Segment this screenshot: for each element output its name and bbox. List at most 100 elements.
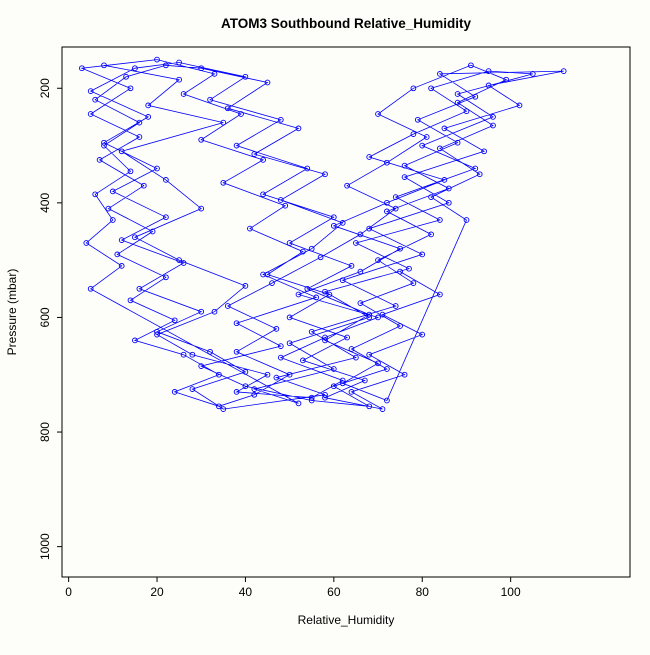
data-point — [454, 139, 461, 146]
y-axis-label: Pressure (mbar) — [5, 269, 19, 356]
data-point — [233, 320, 240, 327]
data-point — [481, 148, 487, 155]
data-point — [207, 96, 213, 103]
data-point — [410, 85, 417, 92]
data-point — [247, 225, 253, 232]
data-point — [163, 177, 169, 183]
data-point — [485, 82, 492, 89]
data-point — [406, 265, 412, 272]
data-point — [260, 157, 266, 163]
data-point — [401, 371, 408, 378]
data-point — [490, 122, 496, 129]
data-point — [353, 354, 359, 361]
data-point — [397, 268, 403, 275]
data-point — [242, 73, 249, 80]
data-point — [384, 199, 390, 206]
data-point — [140, 182, 147, 189]
x-tick-label: 20 — [150, 585, 164, 599]
data-point — [251, 151, 258, 157]
data-point — [286, 314, 293, 321]
data-point — [300, 248, 306, 255]
data-point — [401, 174, 408, 180]
data-point — [127, 297, 134, 304]
data-point — [176, 76, 182, 83]
data-point — [87, 88, 94, 94]
data-point — [264, 79, 271, 86]
data-point — [176, 59, 182, 66]
data-point — [384, 397, 390, 404]
data-point — [392, 205, 399, 212]
x-tick-label: 80 — [416, 585, 430, 599]
data-point — [330, 222, 337, 229]
data-point — [224, 303, 231, 309]
x-tick-label: 40 — [239, 585, 253, 599]
data-point — [198, 308, 205, 315]
data-point — [180, 91, 187, 97]
data-point — [295, 291, 302, 298]
data-point — [149, 228, 156, 235]
data-point — [445, 185, 452, 192]
data-point — [419, 331, 426, 338]
data-point — [220, 119, 227, 126]
data-point — [264, 371, 271, 378]
data-point — [264, 271, 271, 278]
data-point — [339, 220, 346, 226]
data-point — [375, 111, 381, 117]
data-point — [118, 237, 125, 243]
data-point — [357, 300, 364, 306]
data-point — [286, 371, 293, 378]
y-tick-label: 1000 — [38, 533, 52, 560]
x-tick-label: 60 — [327, 585, 341, 599]
data-point — [136, 134, 143, 140]
data-point — [87, 111, 94, 117]
data-point — [132, 337, 138, 344]
data-point — [326, 291, 333, 298]
data-point — [441, 125, 448, 132]
data-point — [560, 68, 567, 74]
data-point — [348, 346, 355, 352]
data-point — [154, 331, 160, 338]
data-point — [437, 145, 443, 152]
data-point — [304, 165, 311, 172]
data-point — [410, 131, 417, 137]
data-point — [109, 188, 116, 195]
data-point — [322, 394, 328, 401]
data-point — [423, 134, 430, 140]
data-point — [437, 291, 443, 298]
data-point — [269, 280, 275, 286]
data-point — [277, 116, 284, 123]
data-point — [163, 214, 169, 221]
data-point — [154, 56, 160, 63]
data-point — [118, 148, 125, 155]
data-point — [445, 199, 452, 206]
data-point — [384, 366, 390, 372]
data-point — [503, 76, 510, 83]
data-point — [286, 240, 293, 246]
y-tick-label: 600 — [38, 307, 52, 327]
data-point — [220, 406, 227, 412]
data-point — [472, 165, 479, 172]
data-point — [472, 93, 479, 100]
data-point — [375, 257, 381, 263]
data-point — [176, 257, 182, 263]
data-point — [198, 363, 205, 369]
data-point — [211, 71, 218, 77]
data-point — [397, 245, 403, 252]
data-point — [295, 125, 302, 132]
data-point — [397, 323, 403, 329]
data-point — [233, 142, 240, 149]
data-point — [163, 274, 169, 281]
data-point — [238, 111, 244, 117]
data-point — [375, 314, 381, 321]
data-point — [277, 354, 284, 361]
data-point — [322, 171, 328, 178]
data-point — [180, 260, 187, 266]
data-point — [211, 308, 218, 315]
data-point — [366, 403, 373, 410]
data-point — [410, 280, 417, 286]
data-point — [529, 71, 536, 77]
data-point — [384, 208, 390, 215]
data-point — [366, 351, 373, 358]
